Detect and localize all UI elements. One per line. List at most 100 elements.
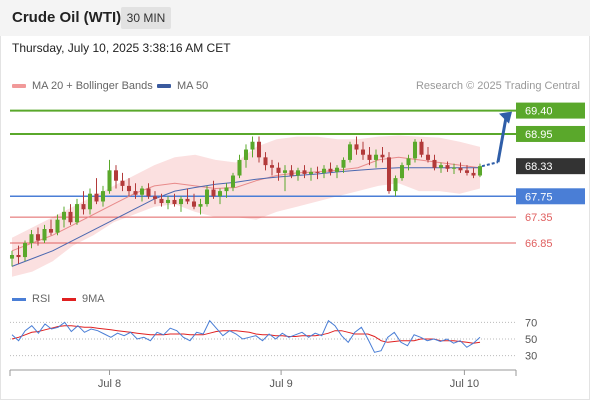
- candle: [133, 183, 138, 199]
- candle-body: [341, 159, 346, 168]
- candle-body: [107, 170, 112, 192]
- candle: [256, 136, 262, 163]
- candle-body: [35, 234, 41, 241]
- ma20-label: MA 20 + Bollinger Bands: [32, 80, 153, 92]
- candle: [399, 162, 405, 181]
- timeframe-badge[interactable]: 30 MIN: [121, 7, 171, 29]
- level-tag-text: 68.95: [525, 129, 553, 141]
- level-tag-68-33: 68.33: [516, 158, 585, 175]
- forecast-dashed-segment: [481, 161, 499, 168]
- candle: [347, 141, 353, 163]
- rsi-swatch: [12, 297, 26, 301]
- candle-body: [380, 154, 385, 158]
- candle: [42, 224, 47, 244]
- candle: [22, 240, 28, 262]
- candle: [471, 167, 476, 179]
- candle-body: [263, 157, 268, 166]
- candle: [282, 165, 288, 192]
- candle-body: [477, 166, 483, 176]
- candle-body: [230, 175, 236, 188]
- ma20-swatch: [12, 84, 26, 89]
- level-tag-text: 68.33: [525, 161, 553, 173]
- candle: [289, 165, 294, 179]
- candle-body: [399, 165, 405, 179]
- candle-body: [94, 193, 99, 202]
- candle: [341, 157, 346, 173]
- candle: [451, 163, 457, 174]
- legend-ma20: MA 20 + Bollinger Bands: [12, 80, 153, 92]
- candle-body: [282, 170, 288, 173]
- ma9-swatch: [62, 297, 76, 301]
- candle-body: [386, 157, 392, 192]
- candle-body: [471, 172, 476, 176]
- candle: [302, 165, 307, 179]
- candle: [458, 162, 463, 173]
- candle-body: [87, 193, 93, 210]
- ma20-line: [11, 156, 481, 252]
- legend-rsi: RSI: [12, 293, 50, 305]
- ma50-label: MA 50: [177, 80, 209, 92]
- candle: [269, 159, 275, 176]
- candle: [146, 183, 151, 199]
- candle: [237, 154, 242, 179]
- candle: [243, 144, 249, 168]
- candle-body: [152, 196, 158, 199]
- forecast-arrow-head: [499, 111, 512, 124]
- candle: [165, 196, 171, 210]
- candle-body: [250, 141, 255, 150]
- forecast-arrow-layer: [481, 111, 512, 168]
- candle-body: [269, 165, 275, 168]
- candle: [438, 162, 444, 173]
- candle-body: [74, 204, 80, 223]
- level-tag-bg: [516, 158, 585, 175]
- candle-body: [217, 191, 223, 197]
- candle-body: [185, 198, 190, 202]
- candle-body: [159, 198, 164, 204]
- candle: [113, 165, 119, 189]
- level-tag-text: 67.35: [525, 212, 553, 224]
- rsi-tick-label: 30: [525, 351, 537, 363]
- level-tag-bg: [516, 102, 585, 119]
- candle: [35, 227, 41, 246]
- candle-body: [432, 159, 437, 168]
- candle: [211, 180, 216, 199]
- candle: [263, 152, 268, 171]
- candle: [68, 204, 73, 225]
- candle: [328, 162, 333, 176]
- candle-body: [211, 189, 216, 197]
- level-tag-text: 69.40: [525, 106, 553, 118]
- candle-body: [451, 167, 457, 169]
- candle-body: [347, 144, 353, 160]
- candle-body: [139, 188, 145, 195]
- candle: [380, 146, 385, 163]
- candle-body: [224, 187, 229, 192]
- level-tags-layer: 69.40 68.95 68.33 67.75 67.35 66.85: [516, 102, 585, 250]
- rsi-panel: 70 50 30: [10, 317, 537, 363]
- candles-layer: [9, 136, 483, 267]
- candle-body: [48, 229, 54, 233]
- candle-body: [367, 154, 372, 160]
- candle-body: [373, 154, 379, 160]
- candle-body: [302, 170, 307, 174]
- candle: [412, 139, 418, 163]
- candle-body: [165, 199, 171, 204]
- candle: [295, 167, 301, 181]
- candle-body: [425, 154, 431, 160]
- candle-body: [113, 170, 119, 181]
- candle: [321, 165, 327, 179]
- candle: [386, 152, 392, 194]
- candle: [139, 185, 145, 202]
- x-tick-label: Jul 9: [269, 378, 292, 390]
- level-tag-bg: [516, 188, 585, 205]
- instrument-title: Crude Oil (WTI): [12, 9, 122, 26]
- rsi-label: RSI: [32, 293, 51, 305]
- candle-body: [360, 149, 366, 155]
- candle-body: [321, 168, 327, 173]
- candle-body: [22, 243, 28, 258]
- ma9-label: 9MA: [82, 293, 105, 305]
- x-axis: Jul 8 Jul 9 Jul 10: [9, 369, 517, 390]
- forecast-arrow-shaft: [496, 117, 508, 163]
- x-tick-label: Jul 10: [450, 378, 479, 390]
- candle-body: [438, 165, 444, 168]
- candle-body: [464, 170, 470, 173]
